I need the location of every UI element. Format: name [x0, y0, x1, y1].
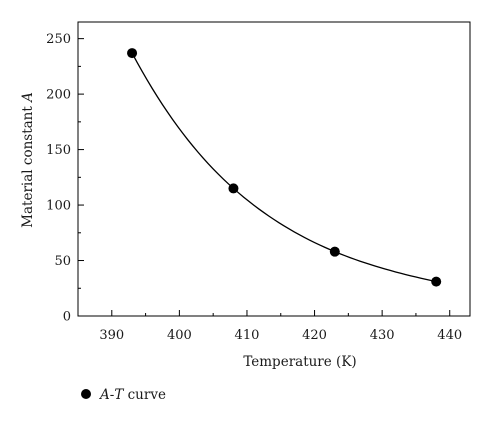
y-tick-label: 50	[54, 254, 71, 269]
x-axis: 390 400 410 420 430 440	[77, 310, 462, 343]
x-tick-label: 440	[437, 328, 462, 343]
y-axis-label-text: Material constant	[20, 102, 36, 228]
x-tick-label: 410	[235, 328, 260, 343]
legend-label: A-T curve	[98, 387, 166, 403]
y-tick-label: 0	[63, 310, 71, 325]
x-tick-label: 400	[167, 328, 192, 343]
data-point	[228, 183, 239, 194]
data-point	[329, 246, 340, 257]
x-tick-label: 430	[370, 328, 395, 343]
y-tick-label: 200	[46, 88, 71, 103]
y-axis-label: Material constant A	[20, 92, 36, 228]
x-tick-label: 420	[302, 328, 327, 343]
x-tick-label: 390	[99, 328, 124, 343]
y-tick-label: 100	[46, 199, 71, 214]
plot-border	[77, 21, 471, 317]
fit-curve	[131, 52, 437, 283]
y-tick-label: 150	[46, 143, 71, 158]
legend: A-T curve	[81, 387, 166, 403]
x-axis-label: Temperature (K)	[243, 354, 356, 370]
data-points	[127, 48, 442, 287]
legend-marker	[81, 389, 91, 399]
plot-frame	[77, 21, 471, 317]
y-tick-label: 250	[46, 32, 71, 47]
y-axis: 0 50 100 150 200 250	[46, 32, 84, 325]
data-point	[127, 48, 138, 59]
y-axis-label-var: A	[20, 92, 36, 104]
data-point	[431, 276, 442, 287]
